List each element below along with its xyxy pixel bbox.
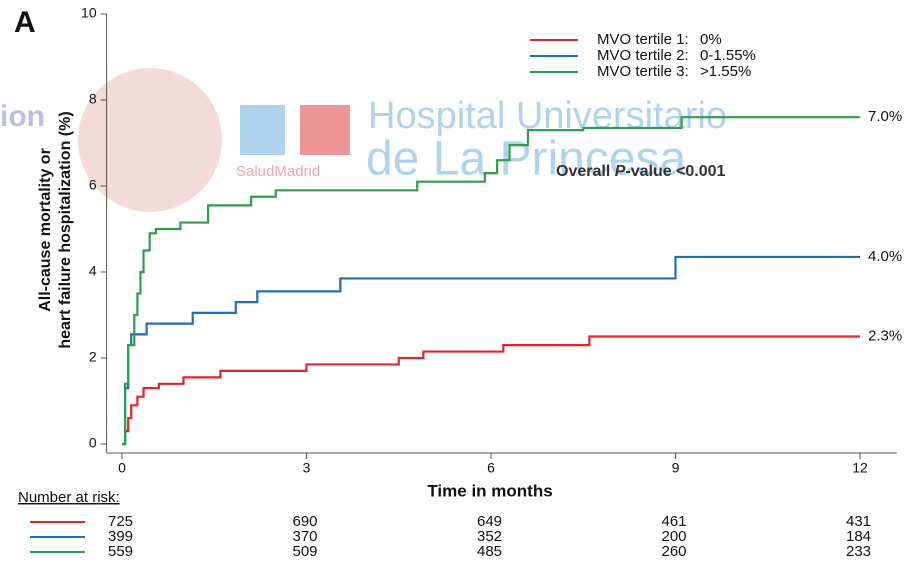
annotation-text: -value <0.001 xyxy=(625,163,725,180)
annotation: Overall P-value <0.001 xyxy=(556,163,726,180)
risk-table-label: Number at risk: xyxy=(18,489,120,506)
annotation-text: Overall xyxy=(556,163,615,180)
risk-number: 260 xyxy=(662,543,687,560)
y-tick-label: 0 xyxy=(89,435,97,451)
x-tick-label: 0 xyxy=(118,460,126,476)
legend-label: 0% xyxy=(700,31,722,48)
legend-label: MVO tertile 3: xyxy=(597,63,689,80)
chart: ion SaludMadrid Hospital Universitario d… xyxy=(0,0,922,569)
survival-line xyxy=(122,337,860,445)
legend-label: 0-1.55% xyxy=(700,47,756,64)
risk-number: 509 xyxy=(293,543,318,560)
legend-label: MVO tertile 2: xyxy=(597,47,689,64)
end-label: 2.3% xyxy=(868,327,902,344)
y-axis-label: All-cause mortality or xyxy=(37,148,54,312)
panel-label: A xyxy=(14,6,36,39)
annotation-text: P xyxy=(615,163,626,180)
risk-number: 485 xyxy=(477,543,502,560)
x-tick-label: 9 xyxy=(672,460,680,476)
end-label: 7.0% xyxy=(868,108,902,125)
y-tick-label: 2 xyxy=(89,349,97,365)
legend-label: MVO tertile 1: xyxy=(597,31,689,48)
x-tick-label: 3 xyxy=(303,460,311,476)
x-tick-label: 12 xyxy=(852,460,868,476)
risk-number: 233 xyxy=(846,543,871,560)
watermark-text: SaludMadrid xyxy=(236,163,320,180)
y-tick-label: 8 xyxy=(89,91,97,107)
legend-label: >1.55% xyxy=(700,63,751,80)
watermark-image xyxy=(78,68,222,212)
end-label: 4.0% xyxy=(868,248,902,265)
y-tick-label: 4 xyxy=(89,263,97,279)
watermark-logo xyxy=(300,105,350,155)
x-tick-label: 6 xyxy=(487,460,495,476)
watermark-text: ion xyxy=(0,100,45,133)
y-tick-label: 10 xyxy=(81,5,97,21)
risk-number: 559 xyxy=(108,543,133,560)
y-tick-label: 6 xyxy=(89,177,97,193)
watermark-logo xyxy=(240,105,285,155)
y-axis-label: heart failure hospitalization (%) xyxy=(57,111,74,348)
x-axis-label: Time in months xyxy=(427,481,552,500)
